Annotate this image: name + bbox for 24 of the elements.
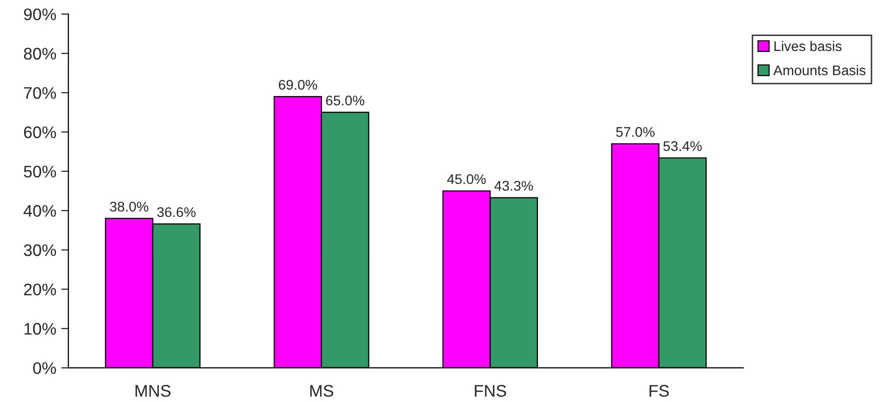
data-label: 45.0% (447, 174, 486, 184)
data-label: 57.0% (616, 127, 654, 137)
data-label: 36.6% (157, 207, 196, 218)
y-tick-label: 0% (33, 362, 56, 374)
y-tick-label: 70% (24, 87, 56, 99)
y-tick-label: 80% (24, 48, 56, 60)
y-tick-label: 40% (24, 205, 56, 217)
data-label: 38.0% (110, 202, 148, 212)
x-tick-label: FS (650, 384, 669, 397)
y-tick-label: 20% (24, 284, 56, 296)
legend-label: Lives basis (774, 40, 842, 52)
y-tick-label: 90% (24, 8, 56, 20)
data-label: 53.4% (663, 141, 702, 152)
x-tick-label: FNS (474, 384, 506, 397)
y-tick-label: 50% (24, 166, 56, 178)
y-tick-label: 30% (24, 244, 56, 256)
data-label: 65.0% (326, 96, 364, 106)
y-tick-label: 10% (24, 322, 56, 335)
data-label: 43.3% (494, 180, 533, 191)
legend-label: Amounts Basis (773, 65, 866, 76)
x-tick-label: MNS (136, 384, 170, 397)
y-tick-label: 60% (24, 126, 56, 138)
data-label: 69.0% (278, 80, 318, 90)
x-tick-label: MS (310, 384, 334, 397)
